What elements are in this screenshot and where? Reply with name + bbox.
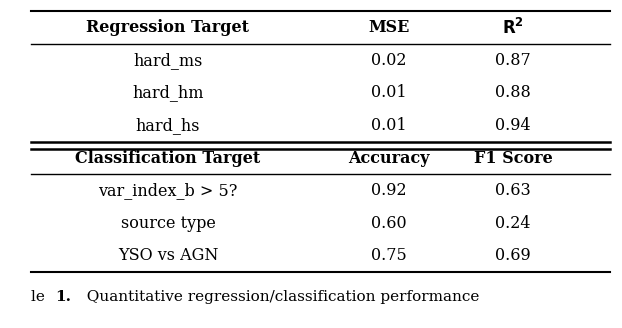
Text: Classification Target: Classification Target	[75, 150, 261, 167]
Text: hard_ms: hard_ms	[133, 52, 203, 69]
Text: 0.63: 0.63	[495, 182, 531, 199]
Text: YSO vs AGN: YSO vs AGN	[118, 248, 218, 264]
Text: Accuracy: Accuracy	[348, 150, 430, 167]
Text: hard_hs: hard_hs	[136, 117, 200, 134]
Text: 1.: 1.	[55, 290, 71, 304]
Text: $\mathbf{R}^{\mathbf{2}}$: $\mathbf{R}^{\mathbf{2}}$	[502, 18, 524, 38]
Text: 0.92: 0.92	[371, 182, 407, 199]
Text: source type: source type	[121, 215, 215, 232]
Text: le: le	[31, 290, 50, 304]
Text: 0.60: 0.60	[371, 215, 407, 232]
Text: 0.69: 0.69	[495, 248, 531, 264]
Text: 0.02: 0.02	[371, 52, 407, 69]
Text: 0.94: 0.94	[495, 117, 531, 134]
Text: 0.24: 0.24	[495, 215, 531, 232]
Text: 0.01: 0.01	[371, 117, 407, 134]
Text: F1 Score: F1 Score	[474, 150, 552, 167]
Text: 0.87: 0.87	[495, 52, 531, 69]
Text: Quantitative regression/classification performance: Quantitative regression/classification p…	[77, 290, 479, 304]
Text: var_index_b > 5?: var_index_b > 5?	[98, 182, 238, 199]
Text: hard_hm: hard_hm	[132, 85, 203, 101]
Text: MSE: MSE	[368, 19, 409, 36]
Text: 0.75: 0.75	[371, 248, 407, 264]
Text: 0.01: 0.01	[371, 85, 407, 101]
Text: Regression Target: Regression Target	[86, 19, 249, 36]
Text: 0.88: 0.88	[495, 85, 531, 101]
